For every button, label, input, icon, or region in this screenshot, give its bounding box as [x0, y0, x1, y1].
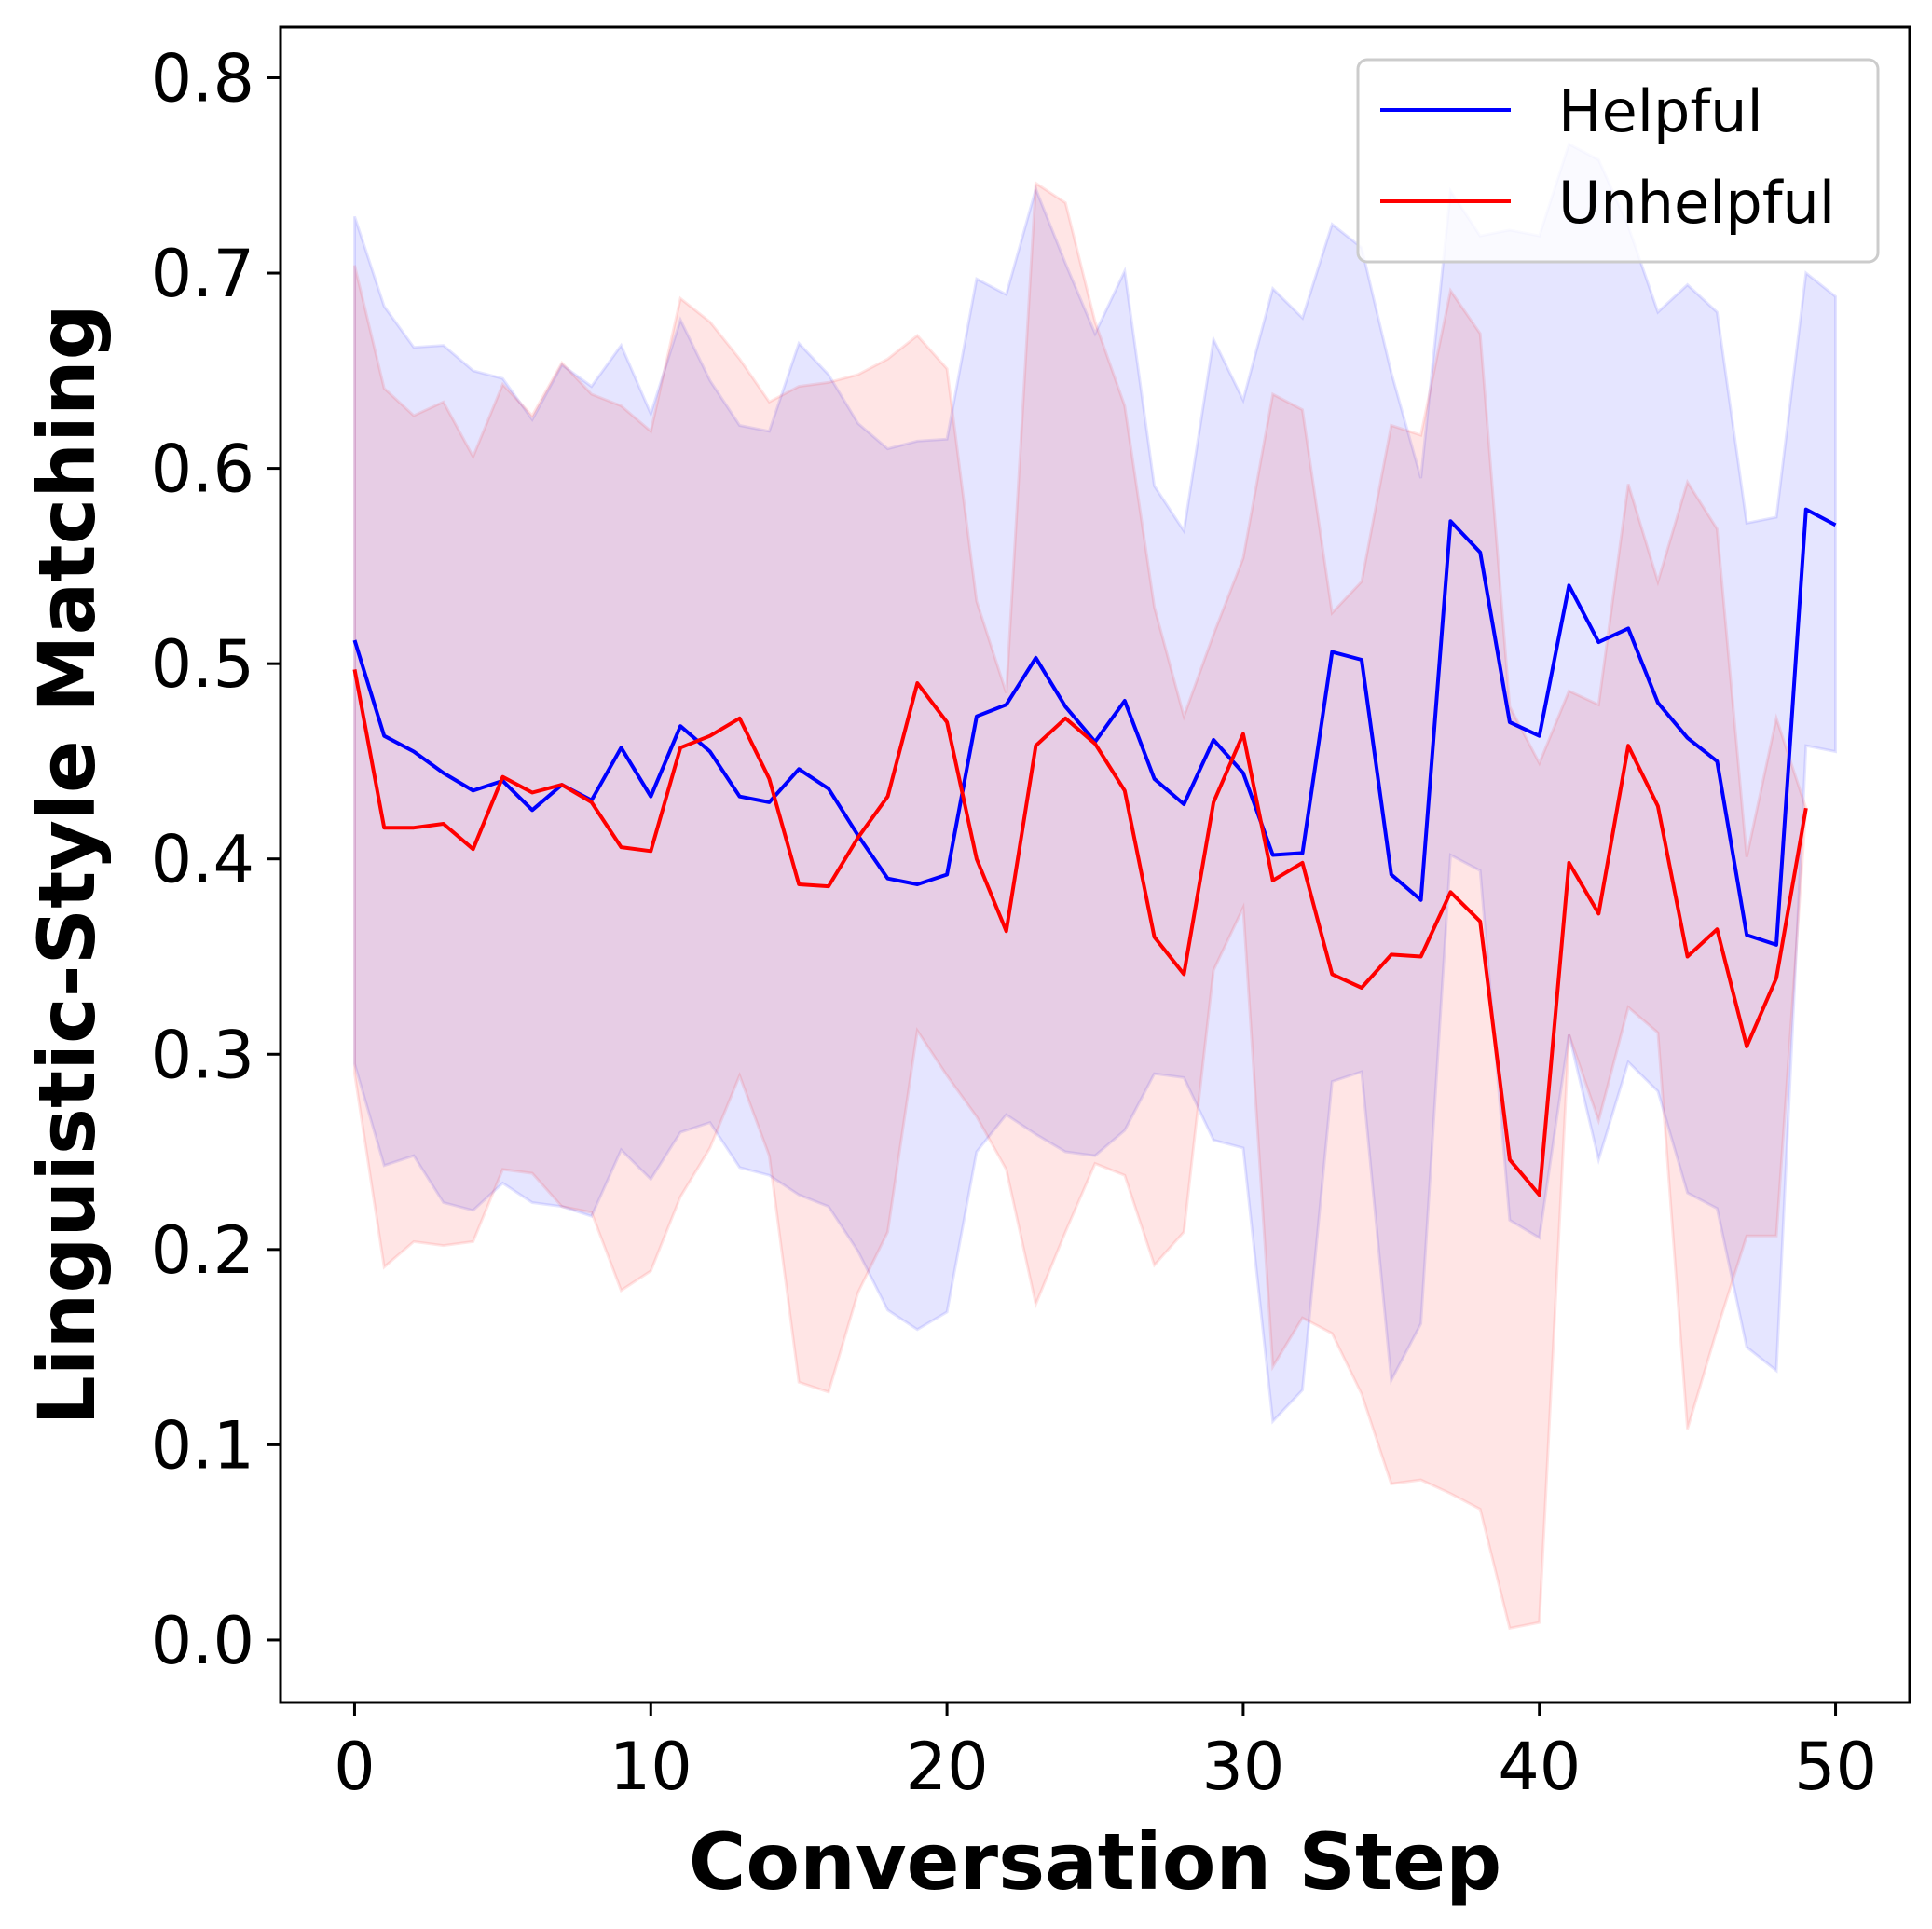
y-tick-label-0.6: 0.6 [151, 431, 254, 508]
x-tick-label-10: 10 [610, 1729, 692, 1805]
confidence-bands [353, 142, 1837, 1631]
x-axis-ticks: 0 10 20 30 40 50 [334, 1703, 1877, 1805]
legend-label-unhelpful: Unhelpful [1558, 169, 1835, 237]
legend-label-helpful: Helpful [1558, 77, 1763, 145]
y-tick-label-0.3: 0.3 [151, 1017, 254, 1093]
series-lines [352, 507, 1837, 1197]
y-axis-ticks: 0.0 0.1 0.2 0.3 0.4 0.5 0.6 0.7 0.8 [151, 40, 281, 1679]
x-tick-label-30: 30 [1201, 1729, 1284, 1805]
plot-area-frame [279, 25, 1911, 1704]
x-tick-label-20: 20 [906, 1729, 989, 1805]
band-unhelpful [353, 180, 1808, 1631]
series-line-unhelpful [352, 669, 1808, 1197]
band-helpful [353, 142, 1837, 1425]
y-tick-label-0.0: 0.0 [151, 1603, 254, 1679]
y-tick-label-0.5: 0.5 [151, 626, 254, 703]
y-tick-label-0.4: 0.4 [151, 822, 254, 898]
y-tick-label-0.2: 0.2 [151, 1212, 254, 1289]
legend: Helpful Unhelpful [1356, 58, 1880, 264]
x-tick-label-0: 0 [334, 1729, 376, 1805]
y-tick-label-0.8: 0.8 [151, 40, 254, 116]
y-tick-label-0.1: 0.1 [151, 1407, 254, 1484]
y-tick-label-0.7: 0.7 [151, 236, 254, 312]
x-tick-label-50: 50 [1794, 1729, 1877, 1805]
x-tick-label-40: 40 [1498, 1729, 1581, 1805]
y-axis-label: Linguistic-Style Matching [21, 304, 113, 1426]
x-axis-label: Conversation Step [689, 1816, 1501, 1908]
